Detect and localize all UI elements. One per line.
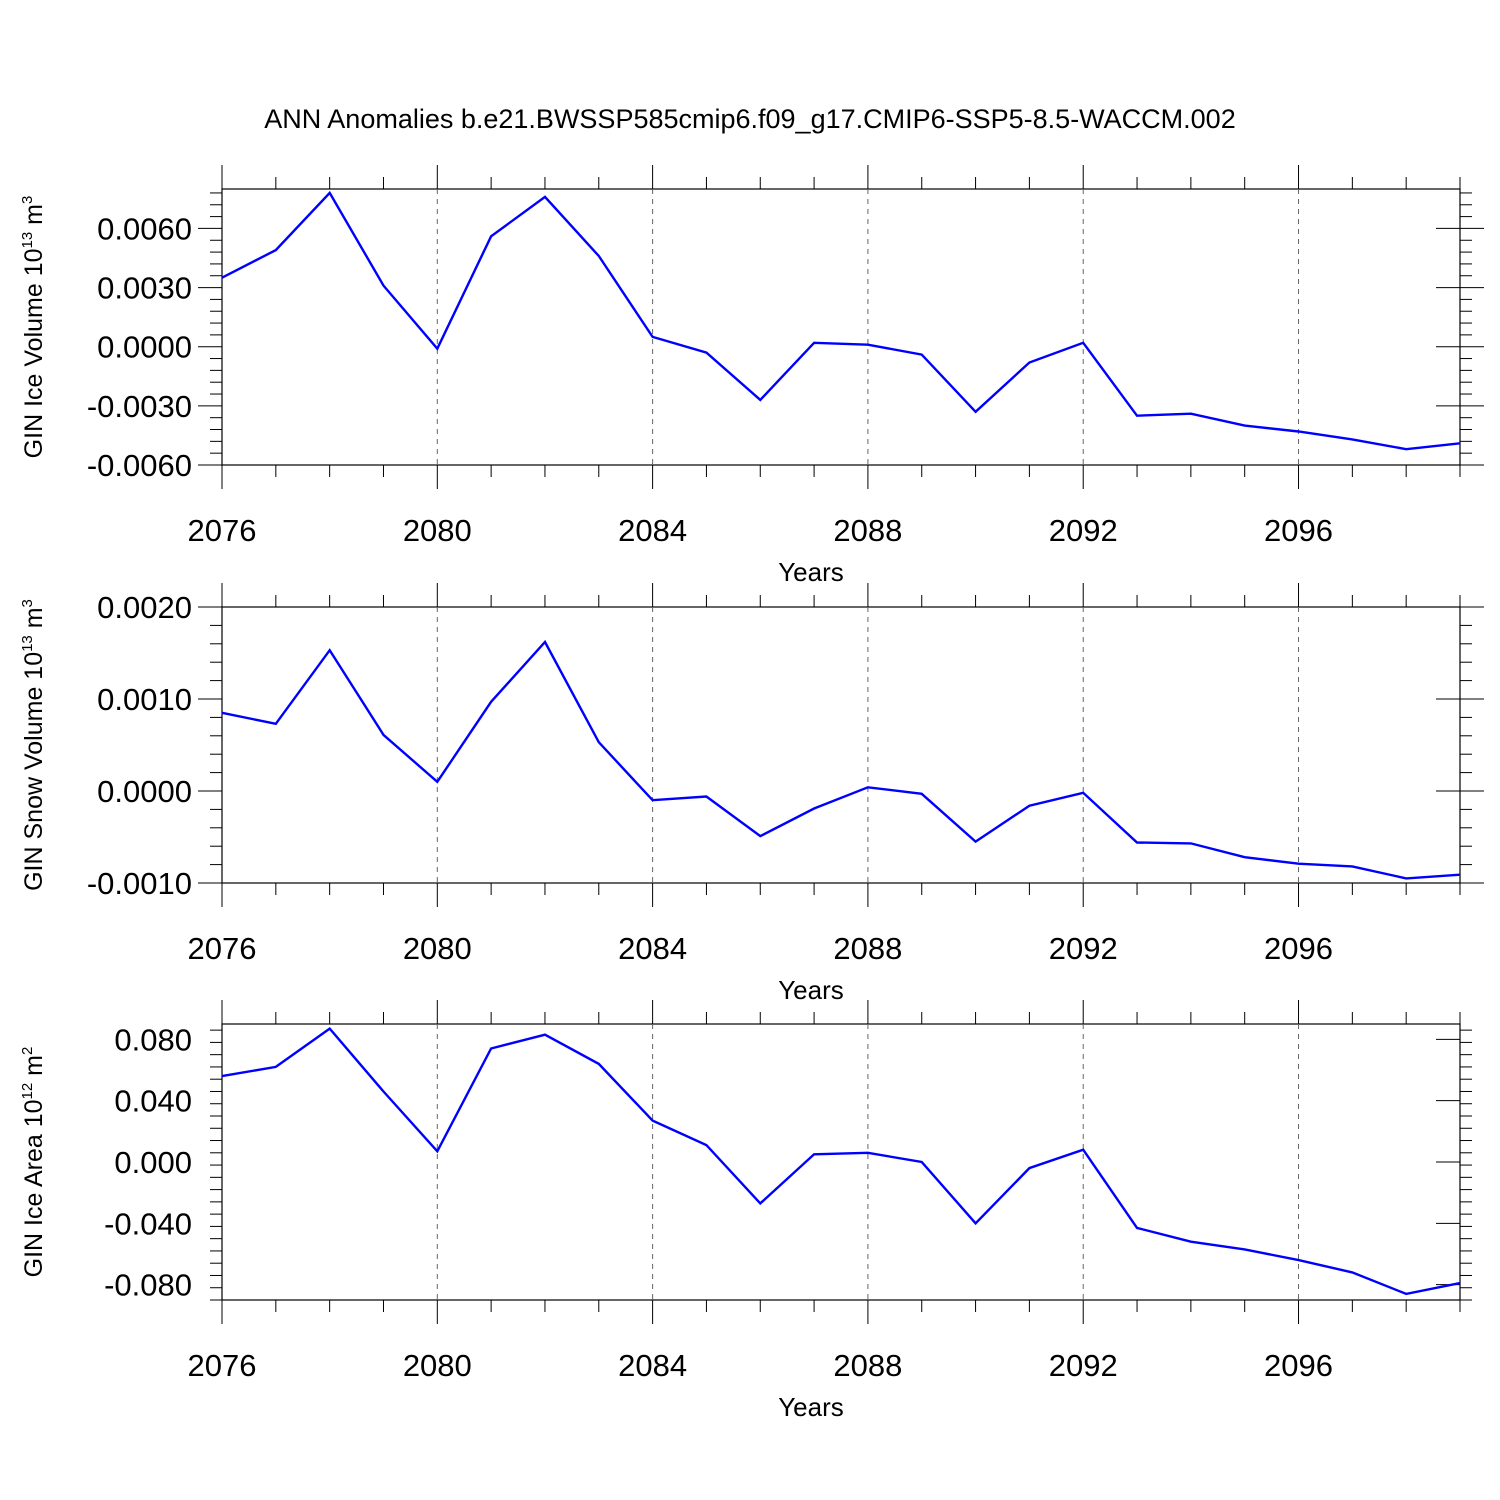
y-tick-label: -0.080 xyxy=(104,1268,192,1303)
y-tick-label: 0.0000 xyxy=(97,330,192,365)
y-label-text: GIN Ice Volume 10 xyxy=(20,248,48,458)
x-axis-label: Years xyxy=(778,557,844,587)
y-tick-label: 0.080 xyxy=(114,1022,192,1057)
y-tick-label: -0.0010 xyxy=(87,866,192,901)
y-tick-label: -0.0060 xyxy=(87,448,192,483)
y-label-text: GIN Ice Area 10 xyxy=(20,1099,48,1277)
x-tick-label: 2080 xyxy=(403,513,472,548)
x-tick-label: 2076 xyxy=(188,1348,257,1383)
x-axis-label: Years xyxy=(778,1392,844,1422)
y-tick-label: -0.0030 xyxy=(87,389,192,424)
y-label-superscript: 2 xyxy=(19,1047,36,1055)
series-line xyxy=(221,1026,1461,1296)
y-label-superscript: 13 xyxy=(19,635,36,652)
plot-frame xyxy=(221,188,1461,466)
series-line xyxy=(221,639,1461,880)
y-tick-label: 0.0010 xyxy=(97,682,192,717)
x-tick-label: 2084 xyxy=(618,1348,687,1383)
y-tick-label: 0.0060 xyxy=(97,211,192,246)
y-axis-label: GIN Ice Area 1012 m2 xyxy=(19,1047,48,1278)
x-tick-label: 2092 xyxy=(1049,1348,1118,1383)
figure-title: ANN Anomalies b.e21.BWSSP585cmip6.f09_g1… xyxy=(264,104,1235,134)
y-label-superscript: 13 xyxy=(19,232,36,249)
y-tick-label: 0.000 xyxy=(114,1145,192,1180)
x-tick-label: 2084 xyxy=(618,931,687,966)
y-label-text: m xyxy=(20,204,48,232)
y-tick-label: -0.040 xyxy=(104,1206,192,1241)
y-tick-label: 0.0030 xyxy=(97,271,192,306)
y-axis-label: GIN Snow Volume 1013 m3 xyxy=(19,599,48,891)
x-tick-label: 2076 xyxy=(188,513,257,548)
panel-3: 2076 2080 2084 2088 2092 2096 -0.080 -0.040 0.00… xyxy=(19,1000,1472,1422)
x-tick-label: 2096 xyxy=(1264,931,1333,966)
y-tick-label: 0.0000 xyxy=(97,774,192,809)
y-label-superscript: 3 xyxy=(19,196,36,204)
x-tick-label: 2080 xyxy=(403,1348,472,1383)
y-label-text: m xyxy=(20,607,48,635)
x-tick-label: 2088 xyxy=(833,1348,902,1383)
panels: 2076 2080 2084 2088 2092 2096 -0.0060 -0.0030 0.… xyxy=(19,165,1484,1422)
y-axis-label: GIN Ice Volume 1013 m3 xyxy=(19,196,48,459)
x-tick-label: 2096 xyxy=(1264,513,1333,548)
plot-frame xyxy=(221,1023,1461,1301)
x-tick-label: 2092 xyxy=(1049,513,1118,548)
x-tick-label: 2096 xyxy=(1264,1348,1333,1383)
x-tick-label: 2080 xyxy=(403,931,472,966)
x-tick-label: 2092 xyxy=(1049,931,1118,966)
y-label-superscript: 3 xyxy=(19,599,36,607)
y-label-superscript: 12 xyxy=(19,1083,36,1100)
panel-1: 2076 2080 2084 2088 2092 2096 -0.0060 -0.0030 0.… xyxy=(19,165,1484,587)
x-axis-label: Years xyxy=(778,975,844,1005)
panel-2: 2076 2080 2084 2088 2092 2096 -0.0010 0.0000 0.0… xyxy=(19,583,1484,1005)
plot-frame xyxy=(221,606,1461,884)
x-tick-label: 2088 xyxy=(833,513,902,548)
y-label-text: m xyxy=(20,1055,48,1083)
x-tick-label: 2076 xyxy=(188,931,257,966)
x-tick-label: 2084 xyxy=(618,513,687,548)
y-label-text: GIN Snow Volume 10 xyxy=(20,652,48,891)
y-tick-label: 0.0020 xyxy=(97,590,192,625)
y-tick-label: 0.040 xyxy=(114,1084,192,1119)
series-line xyxy=(221,190,1461,451)
x-tick-label: 2088 xyxy=(833,931,902,966)
